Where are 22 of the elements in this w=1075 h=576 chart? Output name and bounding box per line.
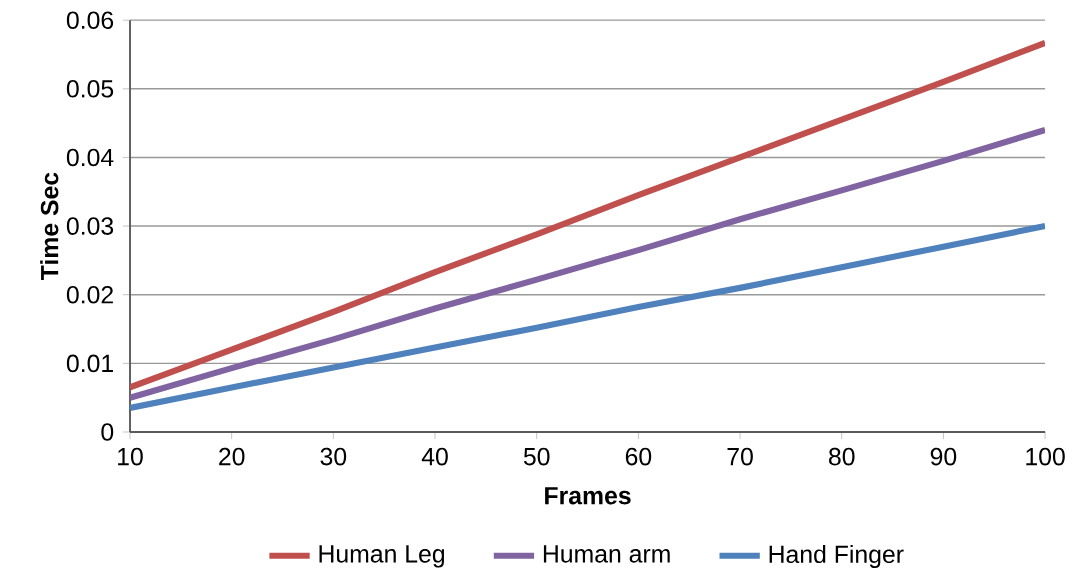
y-tick-label: 0.06 [66, 11, 114, 29]
y-tick-label: 0.05 [66, 80, 114, 98]
x-tick-label: 40 [421, 447, 448, 466]
x-tick-label: 10 [118, 447, 143, 466]
x-tick-label: 90 [930, 447, 957, 466]
legend-label: Human arm [543, 545, 670, 563]
y-tick-label: 0.03 [66, 217, 114, 235]
legend-label: Human Leg [319, 545, 445, 568]
x-tick-label: 80 [829, 447, 855, 466]
x-tick-label: 30 [320, 447, 347, 466]
x-tick-label: 20 [219, 447, 245, 466]
x-tick-label: 100 [1026, 447, 1065, 466]
y-tick-label: 0.04 [66, 148, 114, 167]
y-axis-title: Time Sec [40, 172, 59, 280]
y-tick-label: 0.02 [66, 285, 113, 304]
x-tick-label: 50 [523, 447, 550, 466]
x-tick-label: 70 [727, 447, 753, 466]
y-tick-label: 0 [101, 423, 114, 441]
y-tick-label: 0.01 [66, 354, 113, 373]
x-tick-label: 60 [625, 447, 652, 466]
x-axis-title: Frames [545, 487, 631, 505]
legend-label: Hand Finger [769, 544, 904, 568]
